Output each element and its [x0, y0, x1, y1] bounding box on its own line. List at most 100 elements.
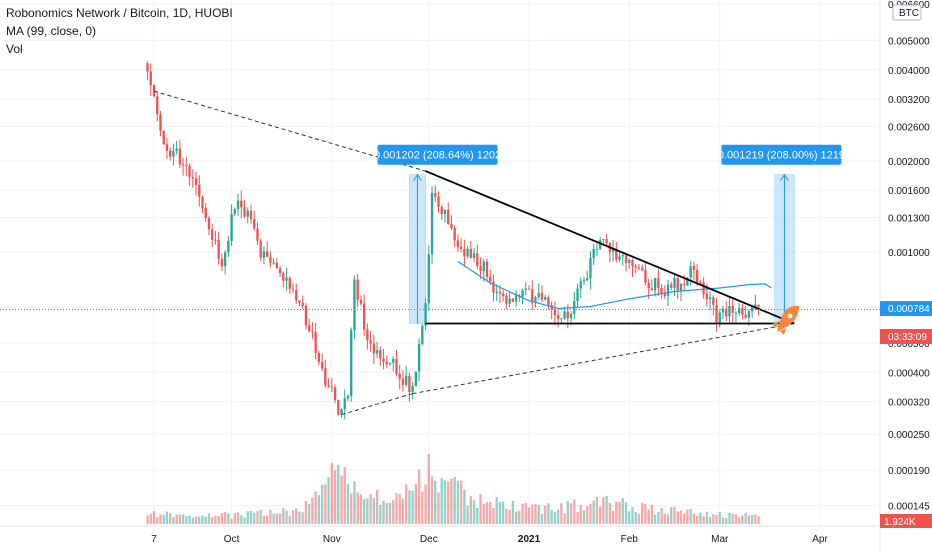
volume-bar — [204, 516, 207, 524]
volume-bar — [366, 498, 369, 524]
volume-bar — [472, 500, 476, 524]
candle-body — [466, 248, 469, 257]
volume-bar — [592, 500, 595, 524]
volume-bar — [679, 510, 683, 524]
volume-bar — [741, 515, 744, 524]
volume-bar — [308, 503, 311, 524]
rocket-icon — [772, 305, 799, 335]
candle-body — [285, 277, 288, 281]
measure-arrowhead — [780, 173, 789, 181]
volume-bar — [427, 454, 430, 524]
time-axis[interactable]: 7 Oct Nov Dec 2021 Feb Mar Apr — [151, 534, 828, 545]
volume-bar — [343, 467, 346, 524]
candle-body — [450, 223, 453, 228]
candle-body — [324, 368, 327, 386]
candle-body — [628, 259, 631, 264]
candle-body — [430, 192, 434, 255]
upper-trend-dashed-line[interactable] — [153, 90, 426, 172]
volume-bar — [421, 491, 424, 524]
x-tick-label: Apr — [812, 534, 828, 545]
candle-body — [521, 290, 524, 297]
ma-price-badge-text: 0.000784 — [888, 304, 930, 315]
candle-body — [547, 297, 550, 306]
volume-bar — [401, 499, 405, 524]
triangle-lower-dashed-line[interactable] — [412, 322, 795, 395]
volume-bar — [521, 503, 524, 524]
candle-body — [220, 258, 224, 267]
volume-bar — [414, 483, 418, 524]
candle-body — [715, 304, 718, 323]
candle-body — [602, 239, 605, 241]
candle-body — [256, 228, 259, 241]
candle-body — [165, 144, 169, 151]
candle-body — [663, 293, 666, 296]
volume-bar — [715, 514, 718, 524]
x-tick-label: Nov — [323, 534, 341, 545]
y-tick-label: 0.002600 — [888, 122, 930, 133]
candle-body — [566, 311, 569, 319]
volume-bar — [453, 476, 456, 524]
candle-body — [198, 184, 201, 197]
triangle-top-line[interactable] — [425, 170, 795, 325]
candle-body — [392, 358, 395, 363]
candle-body — [395, 358, 398, 374]
candle-body — [463, 248, 466, 257]
volume-bar — [430, 476, 434, 524]
volume-bar — [291, 510, 295, 524]
candle-body — [362, 303, 366, 330]
volume-bar — [337, 464, 340, 524]
candle-body — [702, 282, 705, 294]
candle-body — [489, 276, 492, 282]
candle-body — [405, 375, 408, 385]
volume-bar — [194, 516, 198, 524]
candle-body — [728, 306, 731, 317]
candle-body — [379, 350, 382, 359]
candle-body — [527, 288, 531, 290]
volume-bar — [395, 493, 398, 524]
candle-body — [721, 308, 725, 313]
volume-bar — [440, 478, 443, 524]
volume-bar — [579, 504, 582, 524]
volume-bar — [265, 515, 269, 524]
candle-body — [670, 284, 673, 288]
price-axis[interactable]: 0.0066000.0050000.0040000.0032000.002600… — [888, 0, 930, 513]
candle-body — [282, 273, 285, 281]
volume-bar — [463, 489, 466, 524]
candle-body — [553, 309, 557, 316]
candle-body — [253, 219, 256, 229]
volume-bar — [156, 516, 159, 524]
candle-body — [595, 248, 599, 250]
lower-trend-dashed-line[interactable] — [341, 393, 413, 416]
volume-bar — [185, 515, 188, 524]
candle-body — [569, 313, 573, 319]
candle-body — [162, 130, 165, 145]
volume-bar — [686, 509, 689, 524]
candle-body — [540, 292, 544, 300]
volume-bar — [211, 516, 214, 524]
currency-badge[interactable] — [892, 4, 922, 21]
candle-body — [333, 387, 337, 401]
candle-body — [188, 165, 191, 177]
volume-bar — [437, 492, 440, 524]
candle-body — [744, 314, 747, 318]
volume-bar — [754, 514, 757, 524]
candle-body — [734, 312, 738, 314]
candle-body — [230, 214, 233, 242]
volume-bar — [424, 484, 427, 524]
candle-body — [211, 229, 214, 240]
candle-body — [718, 312, 721, 323]
volume-bar — [362, 499, 366, 524]
y-tick-label: 0.004000 — [888, 66, 930, 77]
volume-bar — [476, 508, 479, 524]
volume-bar — [540, 513, 544, 524]
candle-body — [757, 304, 760, 307]
candle-body — [534, 297, 537, 303]
volume-bar — [392, 500, 395, 524]
volume-bar — [537, 504, 540, 524]
candle-body — [492, 281, 495, 293]
volume-bar — [527, 507, 531, 524]
candle-body — [314, 331, 317, 353]
candle-body — [172, 151, 175, 157]
y-tick-label: 0.001000 — [888, 248, 930, 259]
